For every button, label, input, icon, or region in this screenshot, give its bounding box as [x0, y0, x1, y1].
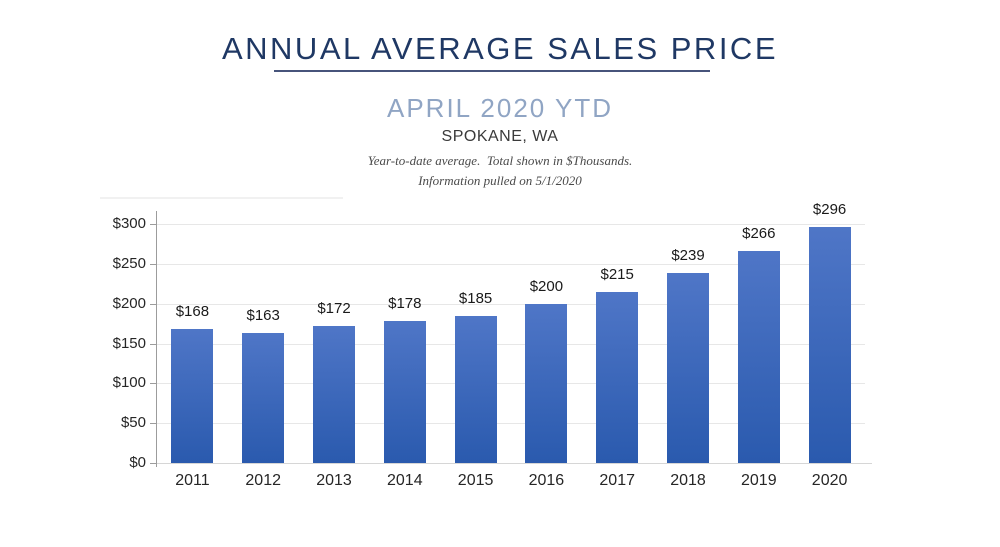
bar-value-label: $168: [175, 303, 210, 321]
x-axis-label: 2017: [599, 472, 635, 489]
bar-value-label: $215: [600, 265, 634, 283]
bar-value-label: $185: [458, 289, 493, 307]
x-axis-label: 2013: [316, 472, 352, 489]
bar: [454, 315, 497, 463]
bar-value-label: $178: [388, 295, 422, 313]
gridline: [157, 423, 865, 425]
footnote: Year-to-date average. Total shown in $Th…: [0, 151, 1000, 190]
footnote-line-2: Information pulled on 5/1/2020: [418, 172, 582, 188]
y-axis-tick: [150, 263, 156, 265]
y-axis-tick: [150, 463, 156, 464]
x-axis-label: 2014: [387, 472, 423, 489]
bar-value-label: $266: [742, 225, 776, 243]
chart-frame-artifact-line: [100, 197, 343, 199]
y-axis-line: [156, 211, 157, 467]
y-axis-label: $100: [112, 374, 146, 392]
y-axis-tick: [150, 383, 156, 385]
bar: [667, 272, 709, 463]
x-axis-label: 2020: [811, 472, 848, 489]
gridline: [157, 303, 865, 305]
bar: [313, 325, 355, 463]
x-axis-label: 2019: [741, 472, 777, 489]
title-underline: [274, 70, 710, 72]
bar-value-label: $163: [246, 307, 280, 325]
chart-subtitle: APRIL 2020 YTD: [387, 93, 613, 123]
gridline: [157, 343, 865, 345]
y-axis-tick: [150, 303, 156, 305]
x-axis-label: 2011: [175, 472, 210, 489]
y-axis-tick: [150, 423, 156, 425]
bar: [242, 333, 285, 463]
gridline: [157, 224, 865, 225]
bar: [808, 227, 851, 463]
footnote-line-1: Year-to-date average. Total shown in $Th…: [367, 153, 633, 168]
y-axis-label: $250: [112, 254, 146, 272]
bar-value-label: $172: [317, 299, 351, 317]
x-axis-label: 2016: [528, 472, 565, 489]
y-axis-label: $0: [129, 454, 146, 471]
y-axis-tick: [150, 224, 156, 225]
location-label: SPOKANE, WA: [441, 128, 559, 145]
bar: [737, 251, 780, 463]
bar: [383, 321, 426, 463]
y-axis-label: $150: [112, 334, 146, 352]
bar: [171, 329, 214, 463]
y-axis-tick: [150, 343, 156, 345]
gridline: [157, 263, 865, 265]
gridline: [157, 383, 865, 385]
y-axis-label: $300: [112, 215, 146, 232]
y-axis-label: $200: [112, 294, 146, 312]
x-axis-line: [157, 463, 872, 464]
x-axis-label: 2018: [670, 472, 706, 489]
x-axis-label: 2012: [245, 472, 281, 489]
bar: [525, 303, 568, 463]
bar-value-label: $200: [529, 277, 564, 295]
y-axis-label: $50: [120, 414, 146, 432]
bar: [596, 291, 639, 463]
bar-value-label: $296: [812, 201, 847, 219]
x-axis-label: 2015: [457, 472, 494, 489]
bar-value-label: $239: [671, 246, 705, 264]
page-title: ANNUAL AVERAGE SALES PRICE: [221, 31, 778, 66]
